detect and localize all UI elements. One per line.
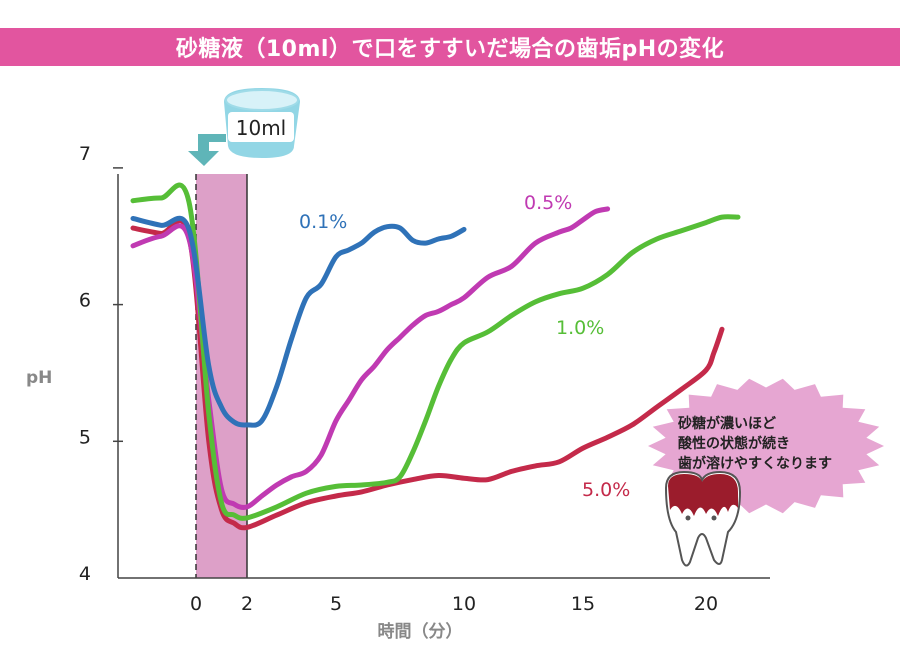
- bubble-line-2: 酸性の状態が続き: [678, 435, 790, 452]
- decayed-tooth-icon: [664, 470, 742, 567]
- x-tick-label: 20: [694, 593, 718, 615]
- series-line-1-0pct: [130, 182, 741, 521]
- y-tick-label: 5: [79, 426, 91, 448]
- cup-label-bg: [228, 112, 294, 142]
- series-label-0-5: 0.5%: [524, 192, 572, 214]
- series-label-5-0: 5.0%: [582, 479, 630, 501]
- series-line-0-1pct: [130, 215, 467, 428]
- series-label-1-0: 1.0%: [556, 317, 604, 339]
- x-tick-label: 10: [452, 593, 476, 615]
- tooth-eye-right: [711, 515, 717, 521]
- y-axis-title: pH: [26, 368, 52, 388]
- chart-title: 砂糖液（10ml）で口をすすいだ場合の歯垢pHの変化: [0, 28, 900, 66]
- x-tick-label: 2: [241, 593, 253, 615]
- tooth-decay: [668, 474, 738, 516]
- series-group: [130, 182, 741, 531]
- y-ticks: 4 5 6 7: [79, 143, 123, 585]
- x-tick-label: 0: [190, 593, 202, 615]
- y-tick-label: 4: [79, 563, 91, 585]
- series-line-0-5pct: [130, 206, 611, 510]
- cup-illustration: 10ml: [224, 88, 300, 158]
- tooth-eye-left: [685, 515, 691, 521]
- x-axis-title: 時間（分）: [378, 621, 463, 642]
- x-tick-label: 5: [330, 593, 342, 615]
- x-tick-label: 15: [571, 593, 595, 615]
- bubble-line-3: 歯が溶けやすくなります: [678, 455, 832, 472]
- y-tick-label: 7: [79, 143, 91, 165]
- y-tick-label: 6: [79, 290, 91, 312]
- cup-rim: [225, 89, 299, 111]
- series-label-0-1: 0.1%: [299, 211, 347, 233]
- bubble-line-1: 砂糖が濃いほど: [677, 415, 776, 432]
- cup-label: 10ml: [236, 116, 287, 140]
- x-ticks: 0 2 5 10 15 20: [190, 593, 718, 615]
- down-arrow-icon: [188, 134, 226, 166]
